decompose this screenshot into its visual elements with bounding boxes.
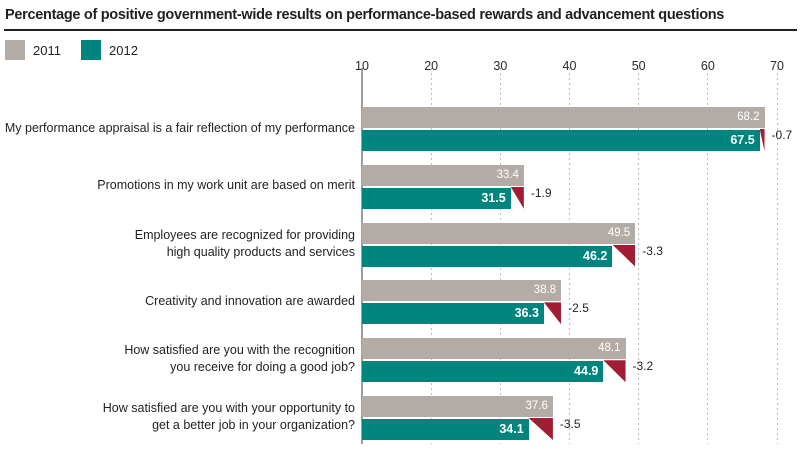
category-label: Creativity and innovation are awarded bbox=[145, 293, 355, 308]
bar-2011: 38.8 bbox=[362, 280, 562, 302]
legend-swatch-2012 bbox=[81, 40, 101, 60]
legend-label-2012: 2012 bbox=[109, 43, 138, 58]
legend-swatch-2011 bbox=[5, 40, 25, 60]
bar-value-2012: 46.2 bbox=[583, 248, 608, 263]
delta-label: -0.7 bbox=[771, 128, 793, 142]
decline-marker-triangle bbox=[759, 129, 765, 151]
bar-2011: 49.5 bbox=[362, 222, 636, 244]
bar-2012: 36.3 bbox=[362, 303, 544, 325]
title-underline bbox=[4, 29, 797, 31]
bar-value-2011: 68.2 bbox=[737, 111, 760, 123]
decline-marker-triangle bbox=[528, 418, 553, 440]
delta-label: -3.5 bbox=[559, 417, 581, 431]
x-axis-tick-20: 20 bbox=[424, 59, 439, 73]
delta-label: -3.3 bbox=[642, 243, 663, 258]
bar-value-2012: 34.1 bbox=[499, 422, 524, 436]
bar-value-2012: 31.5 bbox=[481, 190, 506, 205]
bar-value-2011: 38.8 bbox=[533, 284, 557, 297]
bar-2011: 48.1 bbox=[362, 338, 626, 360]
category-label: Employees are recognized for providing hi… bbox=[134, 227, 355, 259]
bar-2012: 34.1 bbox=[362, 419, 529, 440]
bar-2012: 31.5 bbox=[362, 187, 511, 209]
bar-2012: 44.9 bbox=[362, 361, 604, 383]
decline-marker-triangle bbox=[612, 244, 636, 267]
gridline-70 bbox=[776, 68, 778, 444]
bar-value-2011: 33.4 bbox=[496, 168, 519, 181]
bar-2011: 68.2 bbox=[362, 107, 765, 128]
gridline-60 bbox=[707, 68, 709, 444]
decline-marker-triangle bbox=[510, 186, 524, 209]
bar-value-2012: 67.5 bbox=[730, 133, 755, 147]
bar-2012: 46.2 bbox=[362, 245, 613, 267]
x-axis-tick-10: 10 bbox=[355, 59, 369, 73]
bar-value-2011: 37.6 bbox=[525, 400, 548, 412]
bar-2011: 33.4 bbox=[362, 164, 524, 186]
bar-2012: 67.5 bbox=[362, 130, 760, 151]
delta-label: -1.9 bbox=[530, 185, 552, 200]
x-axis-tick-60: 60 bbox=[700, 59, 715, 73]
bar-2011: 37.6 bbox=[362, 396, 553, 417]
gridline-50 bbox=[638, 68, 640, 444]
legend-label-2011: 2011 bbox=[33, 43, 61, 58]
category-label: My performance appraisal is a fair refle… bbox=[4, 120, 355, 135]
category-label: How satisfied are you with your opportun… bbox=[102, 401, 355, 432]
bar-value-2012: 44.9 bbox=[574, 364, 599, 379]
category-label: Promotions in my work unit are based on … bbox=[97, 178, 355, 193]
delta-label: -3.2 bbox=[632, 359, 654, 374]
chart-title: Percentage of positive government-wide r… bbox=[5, 7, 725, 23]
bar-value-2012: 36.3 bbox=[514, 306, 539, 321]
category-label: How satisfied are you with the recogniti… bbox=[124, 343, 355, 375]
decline-marker-triangle bbox=[603, 360, 626, 383]
delta-label: -2.5 bbox=[568, 301, 589, 316]
bar-value-2011: 49.5 bbox=[607, 226, 631, 239]
x-axis-tick-50: 50 bbox=[631, 59, 646, 73]
x-axis-tick-70: 70 bbox=[770, 59, 784, 73]
x-axis-tick-40: 40 bbox=[562, 59, 577, 73]
decline-marker-triangle bbox=[543, 302, 562, 325]
x-axis-tick-30: 30 bbox=[493, 59, 508, 73]
bar-value-2011: 48.1 bbox=[598, 342, 621, 355]
